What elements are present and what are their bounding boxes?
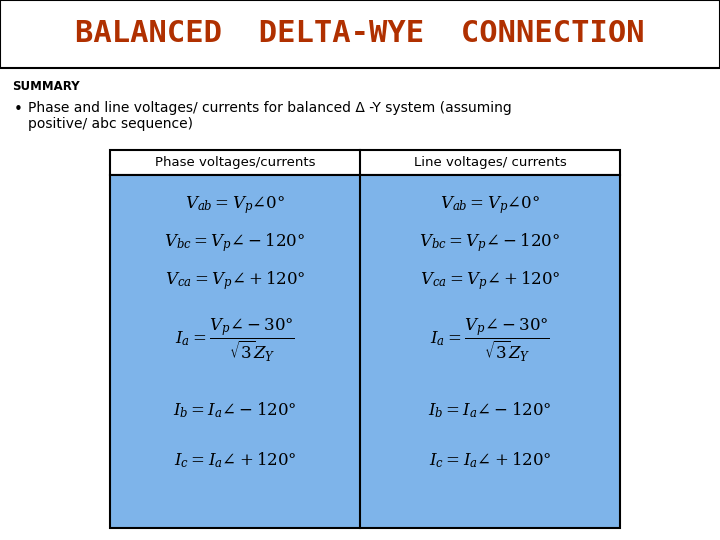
Text: $I_c = I_a\angle +120°$: $I_c = I_a\angle +120°$	[428, 450, 552, 470]
Text: $V_{ab} = V_p\angle 0°$: $V_{ab} = V_p\angle 0°$	[185, 194, 285, 216]
Text: $I_c = I_a\angle +120°$: $I_c = I_a\angle +120°$	[174, 450, 297, 470]
Bar	[110, 175, 620, 528]
Text: $V_{ca} = V_p\angle +120°$: $V_{ca} = V_p\angle +120°$	[420, 269, 560, 293]
Text: $I_a = \dfrac{V_p\angle -30°}{\sqrt{3}Z_Y}$: $I_a = \dfrac{V_p\angle -30°}{\sqrt{3}Z_…	[175, 316, 295, 364]
Text: Phase and line voltages/ currents for balanced Δ -Y system (assuming: Phase and line voltages/ currents for ba…	[28, 101, 512, 115]
Bar	[110, 150, 620, 175]
Text: $V_{ca} = V_p\angle +120°$: $V_{ca} = V_p\angle +120°$	[165, 269, 305, 293]
Text: SUMMARY: SUMMARY	[12, 80, 80, 93]
Text: $I_a = \dfrac{V_p\angle -30°}{\sqrt{3}Z_Y}$: $I_a = \dfrac{V_p\angle -30°}{\sqrt{3}Z_…	[430, 316, 550, 364]
Text: $I_b = I_a\angle -120°$: $I_b = I_a\angle -120°$	[428, 400, 552, 420]
Text: BALANCED  DELTA-WYE  CONNECTION: BALANCED DELTA-WYE CONNECTION	[75, 19, 645, 49]
Text: •: •	[14, 102, 23, 117]
Bar	[0, 0, 720, 68]
Text: positive/ abc sequence): positive/ abc sequence)	[28, 117, 193, 131]
Text: Line voltages/ currents: Line voltages/ currents	[413, 156, 567, 169]
Text: $V_{ab} = V_p\angle 0°$: $V_{ab} = V_p\angle 0°$	[440, 194, 540, 216]
Text: $V_{bc} = V_p\angle -120°$: $V_{bc} = V_p\angle -120°$	[419, 232, 561, 254]
Text: Phase voltages/currents: Phase voltages/currents	[155, 156, 315, 169]
Text: $I_b = I_a\angle -120°$: $I_b = I_a\angle -120°$	[174, 400, 297, 420]
Text: $V_{bc} = V_p\angle -120°$: $V_{bc} = V_p\angle -120°$	[164, 232, 305, 254]
